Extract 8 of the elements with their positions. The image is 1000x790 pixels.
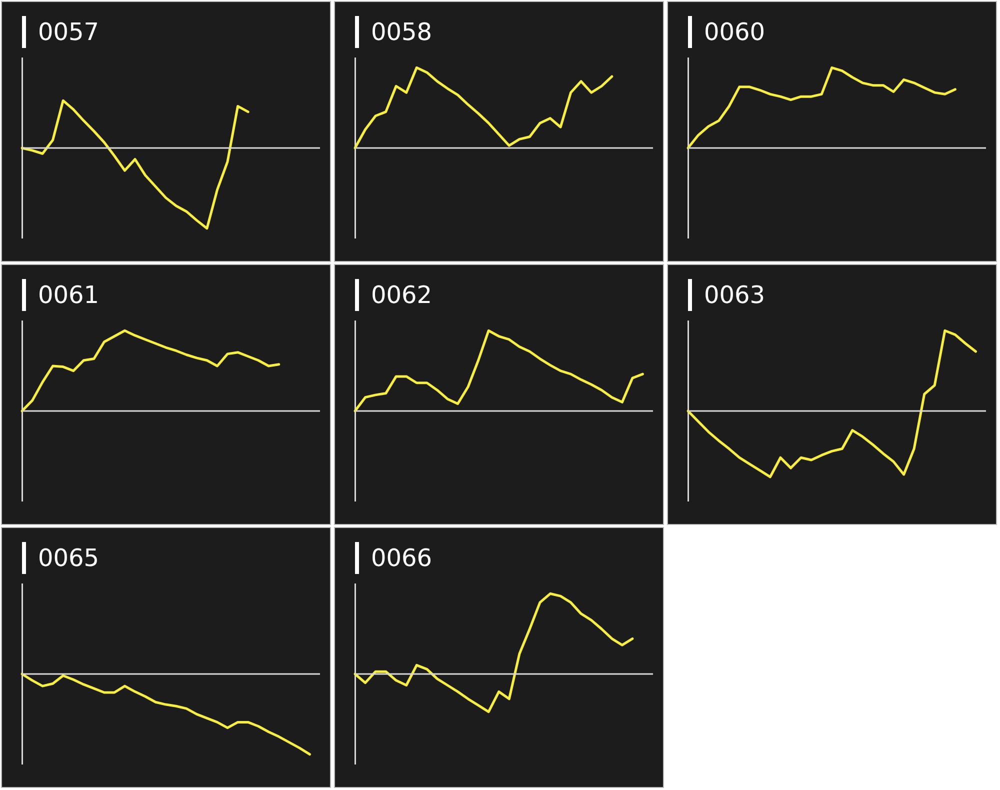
chart-title: 0063	[688, 279, 766, 311]
chart-title: 0062	[355, 279, 432, 311]
chart-title: 0058	[355, 16, 432, 48]
chart-title: 0065	[22, 542, 100, 574]
chart-title: 0061	[22, 279, 100, 311]
chart-title: 0057	[22, 16, 100, 48]
chart-title: 0060	[688, 16, 766, 48]
chart-title: 0066	[355, 542, 432, 574]
